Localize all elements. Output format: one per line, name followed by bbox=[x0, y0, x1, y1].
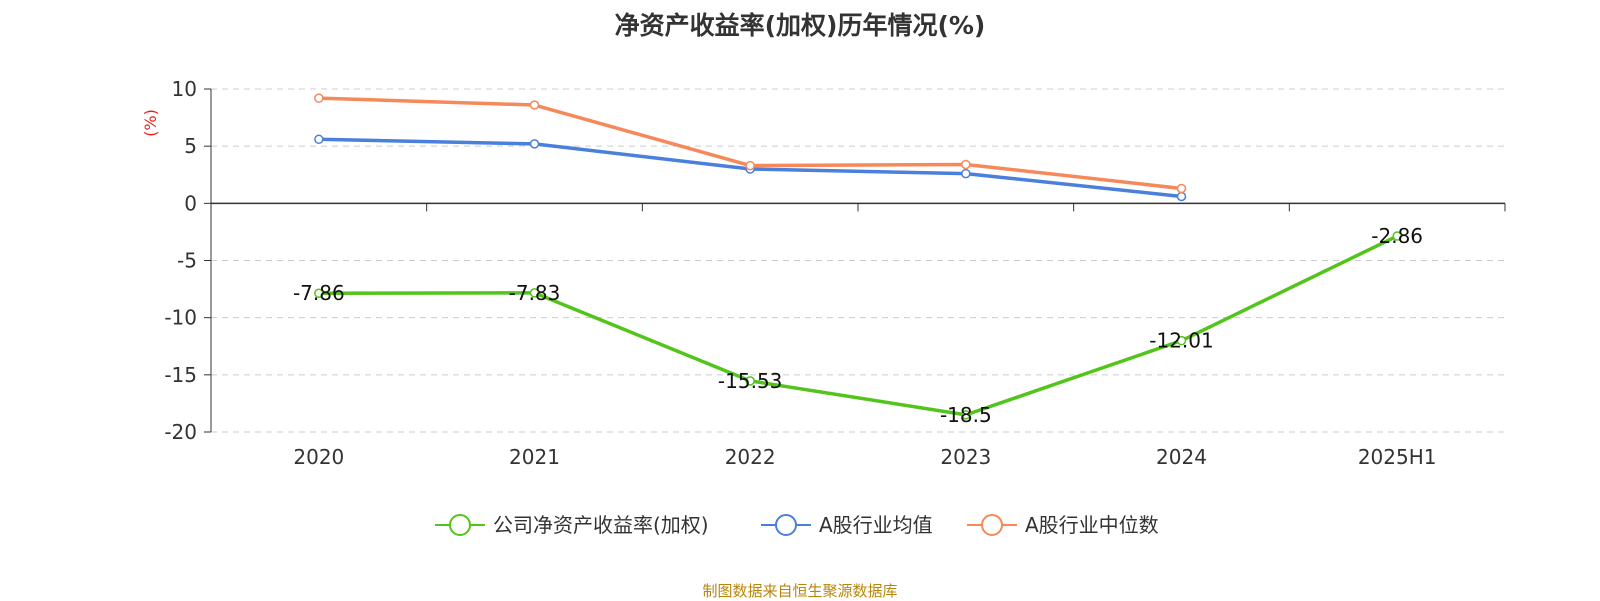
data-label: -7.83 bbox=[509, 281, 561, 305]
x-tick-label: 2021 bbox=[509, 445, 560, 469]
data-point bbox=[1392, 231, 1402, 241]
x-tick-label: 2025H1 bbox=[1358, 445, 1437, 469]
legend-marker bbox=[449, 514, 471, 536]
data-label: -7.86 bbox=[293, 281, 345, 305]
x-tick-label: 2023 bbox=[940, 445, 991, 469]
data-point bbox=[1176, 335, 1187, 346]
x-tick-label: 2024 bbox=[1156, 445, 1207, 469]
grid-lines bbox=[211, 88, 1505, 433]
data-point bbox=[529, 288, 540, 298]
data-point bbox=[961, 410, 971, 420]
data-label: -12.01 bbox=[1149, 329, 1213, 353]
x-tick-label: 2020 bbox=[293, 445, 344, 469]
source-note: 制图数据来自恒生聚源数据库 bbox=[702, 582, 898, 600]
data-point bbox=[1176, 183, 1187, 194]
legend-label: A股行业均值 bbox=[819, 513, 933, 537]
data-point bbox=[745, 160, 755, 171]
y-tick-label: -15 bbox=[164, 363, 197, 387]
data-point bbox=[314, 134, 324, 145]
chart-title: 净资产收益率(加权)历年情况(%) bbox=[614, 11, 986, 40]
data-point bbox=[961, 159, 971, 170]
series-lines bbox=[314, 93, 1402, 420]
axes: 10 5 0 -5 -10 -15 -20 2020 2021 2022 2023 2024 2025H… bbox=[141, 77, 1506, 469]
series-line bbox=[318, 234, 1398, 417]
data-label: -18.5 bbox=[940, 403, 992, 427]
y-tick-label: 0 bbox=[184, 191, 197, 215]
data-point bbox=[1176, 191, 1187, 202]
data-label: -2.86 bbox=[1371, 224, 1423, 248]
y-tick-label: 10 bbox=[172, 77, 197, 101]
legend-marker bbox=[775, 514, 797, 536]
x-tick-label: 2022 bbox=[725, 445, 776, 469]
y-tick-label: -10 bbox=[164, 306, 197, 330]
legend: 公司净资产收益率(加权) A股行业均值 A股行业中位数 bbox=[435, 513, 1159, 537]
y-axis-label: (%) bbox=[141, 109, 160, 137]
data-point bbox=[314, 93, 324, 103]
legend-label: 公司净资产收益率(加权) bbox=[493, 513, 709, 537]
legend-marker bbox=[981, 514, 1003, 536]
data-point bbox=[314, 288, 324, 298]
y-tick-label: -5 bbox=[177, 249, 197, 273]
y-tick-label: 5 bbox=[184, 134, 197, 158]
data-point bbox=[745, 376, 755, 386]
legend-label: A股行业中位数 bbox=[1025, 513, 1159, 537]
data-label: -15.53 bbox=[718, 369, 782, 393]
data-point bbox=[529, 100, 540, 110]
data-labels: -7.86 -7.83 -15.53 -18.5 -12.01 -2.86 bbox=[293, 224, 1423, 427]
y-tick-label: -20 bbox=[164, 420, 197, 444]
data-point bbox=[529, 139, 540, 149]
data-point bbox=[961, 168, 971, 179]
